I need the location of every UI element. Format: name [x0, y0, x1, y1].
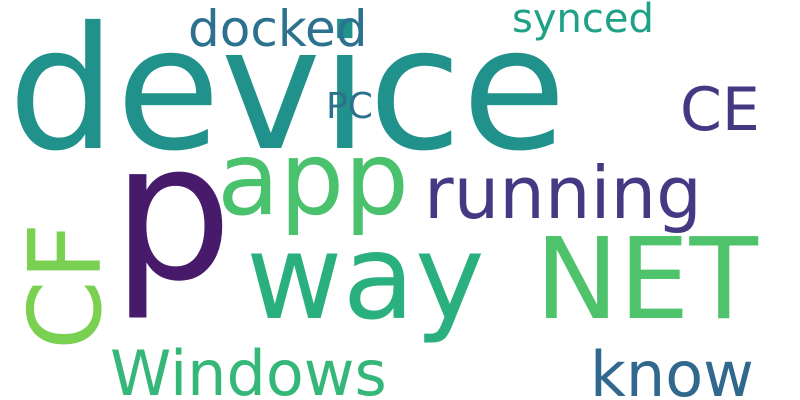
- word-app: app: [217, 120, 409, 239]
- word-net: NET: [535, 215, 759, 345]
- word-device: device: [8, 0, 566, 189]
- word-know: know: [590, 338, 754, 400]
- word-running: running: [424, 151, 702, 235]
- word-pc: PC: [326, 86, 373, 127]
- word-p: p: [112, 102, 233, 323]
- word-ce: CE: [680, 75, 760, 145]
- word-cf: CF: [7, 223, 124, 350]
- word-way: way: [246, 208, 485, 346]
- word-windows: Windows: [110, 337, 387, 400]
- word-docked: docked: [188, 0, 368, 58]
- word-synced: synced: [512, 0, 654, 42]
